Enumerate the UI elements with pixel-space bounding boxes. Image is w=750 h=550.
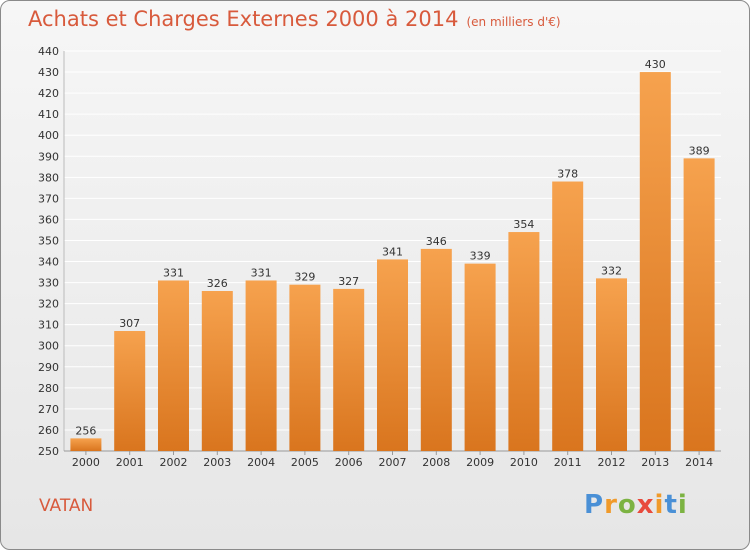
commune-name: VATAN [39, 496, 94, 516]
y-tick-label: 350 [38, 234, 59, 247]
bar-value-label: 331 [251, 266, 272, 279]
bar-value-label: 326 [207, 277, 228, 290]
logo-letter: r [604, 490, 618, 520]
y-tick-label: 360 [38, 213, 59, 226]
x-tick-label: 2008 [422, 456, 450, 469]
x-tick-label: 2009 [466, 456, 494, 469]
x-tick-label: 2001 [116, 456, 144, 469]
y-tick-label: 250 [38, 445, 59, 458]
bar [596, 278, 627, 451]
x-tick-label: 2002 [160, 456, 188, 469]
chart-title-block: Achats et Charges Externes 2000 à 2014 (e… [28, 7, 561, 31]
x-tick-label: 2010 [510, 456, 538, 469]
y-tick-label: 340 [38, 256, 59, 269]
bar [508, 232, 540, 451]
y-tick-label: 300 [38, 340, 59, 353]
y-tick-label: 320 [38, 298, 59, 311]
logo-letter: i [677, 490, 688, 520]
bar-value-label: 332 [601, 264, 622, 277]
bar [639, 72, 671, 451]
bar [70, 438, 102, 451]
bar [683, 158, 715, 452]
bar [333, 288, 365, 451]
x-tick-label: 2014 [685, 456, 713, 469]
y-tick-label: 400 [38, 129, 59, 142]
y-tick-label: 330 [38, 277, 59, 290]
data-labels: 256 307 331 326 331 329 327 341 346 339 354 378 332 4… [75, 58, 709, 437]
bar [289, 284, 321, 451]
bar-value-label: 256 [75, 424, 96, 437]
x-axis: 2000 2001 2002 2003 2004 2005 2006 2007 2008 2009… [72, 451, 713, 469]
bar [114, 331, 146, 451]
x-tick-label: 2012 [598, 456, 626, 469]
bar-value-label: 339 [470, 250, 491, 263]
y-axis: 250 260 270 280 290 300 310 320 330 340 350 360 370 3… [38, 45, 59, 458]
y-tick-label: 420 [38, 87, 59, 100]
bar-value-label: 331 [163, 266, 184, 279]
bar [552, 181, 584, 452]
bar [377, 259, 408, 451]
y-tick-label: 430 [38, 66, 59, 79]
x-tick-label: 2000 [72, 456, 100, 469]
y-tick-label: 290 [38, 361, 59, 374]
bar-value-label: 378 [557, 168, 578, 181]
bar [245, 280, 277, 451]
x-tick-label: 2007 [379, 456, 407, 469]
bar-value-label: 430 [645, 58, 666, 71]
logo-letter: P [584, 490, 605, 520]
chart-subtitle: (en milliers d'€) [466, 15, 561, 29]
bar [201, 291, 233, 451]
logo-letter: t [664, 490, 678, 520]
chart-title: Achats et Charges Externes 2000 à 2014 [28, 7, 459, 31]
bar [420, 248, 452, 451]
logo-letter: i [654, 490, 665, 520]
x-tick-label: 2011 [554, 456, 582, 469]
logo-letter: o [617, 490, 637, 520]
x-tick-label: 2003 [203, 456, 231, 469]
proxiti-logo[interactable]: Proxiti [584, 490, 688, 520]
y-tick-label: 380 [38, 171, 59, 184]
x-tick-label: 2005 [291, 456, 319, 469]
bar-value-label: 346 [426, 235, 447, 248]
bar-value-label: 389 [689, 144, 710, 157]
y-tick-label: 260 [38, 424, 59, 437]
bar-value-label: 354 [513, 218, 534, 231]
y-tick-label: 410 [38, 108, 59, 121]
y-tick-label: 310 [38, 319, 59, 332]
y-tick-label: 270 [38, 403, 59, 416]
bar [464, 263, 496, 451]
y-tick-label: 390 [38, 150, 59, 163]
bars [70, 72, 715, 452]
x-tick-label: 2013 [641, 456, 669, 469]
bar-value-label: 327 [338, 275, 359, 288]
bar [158, 280, 189, 451]
x-tick-label: 2006 [335, 456, 363, 469]
bar-value-label: 307 [119, 317, 140, 330]
x-tick-label: 2004 [247, 456, 275, 469]
bar-value-label: 329 [294, 271, 315, 284]
logo-letter: x [636, 490, 655, 520]
y-tick-label: 370 [38, 192, 59, 205]
y-tick-label: 280 [38, 382, 59, 395]
y-tick-label: 440 [38, 45, 59, 58]
bar-value-label: 341 [382, 245, 403, 258]
